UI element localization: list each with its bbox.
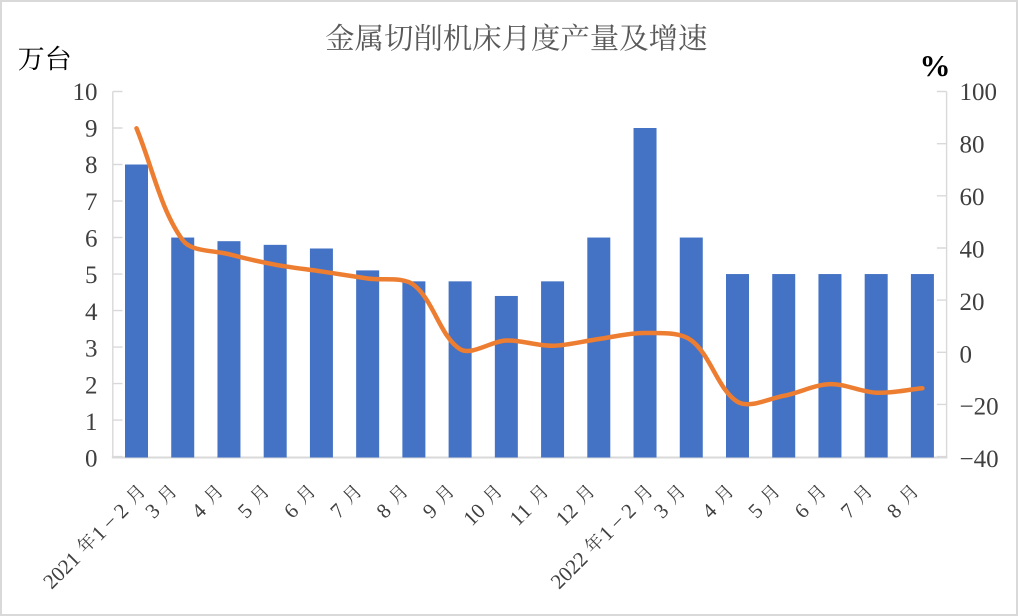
svg-text:20: 20 <box>960 289 985 316</box>
svg-text:80: 80 <box>960 131 985 158</box>
svg-text:6: 6 <box>85 226 98 253</box>
svg-text:9: 9 <box>85 116 98 143</box>
svg-text:1: 1 <box>85 409 98 436</box>
svg-text:60: 60 <box>960 184 985 211</box>
svg-text:−40: −40 <box>960 446 999 473</box>
svg-text:2: 2 <box>85 372 98 399</box>
svg-text:3: 3 <box>85 336 98 363</box>
svg-text:7: 7 <box>85 189 98 216</box>
svg-text:10: 10 <box>73 79 98 106</box>
svg-text:8: 8 <box>85 152 98 179</box>
svg-text:0: 0 <box>85 446 98 473</box>
svg-text:40: 40 <box>960 236 985 263</box>
svg-text:%: % <box>920 48 951 83</box>
svg-text:5: 5 <box>85 262 98 289</box>
svg-text:4: 4 <box>85 299 98 326</box>
svg-text:100: 100 <box>960 79 998 106</box>
svg-text:0: 0 <box>960 341 973 368</box>
svg-text:−20: −20 <box>960 394 999 421</box>
